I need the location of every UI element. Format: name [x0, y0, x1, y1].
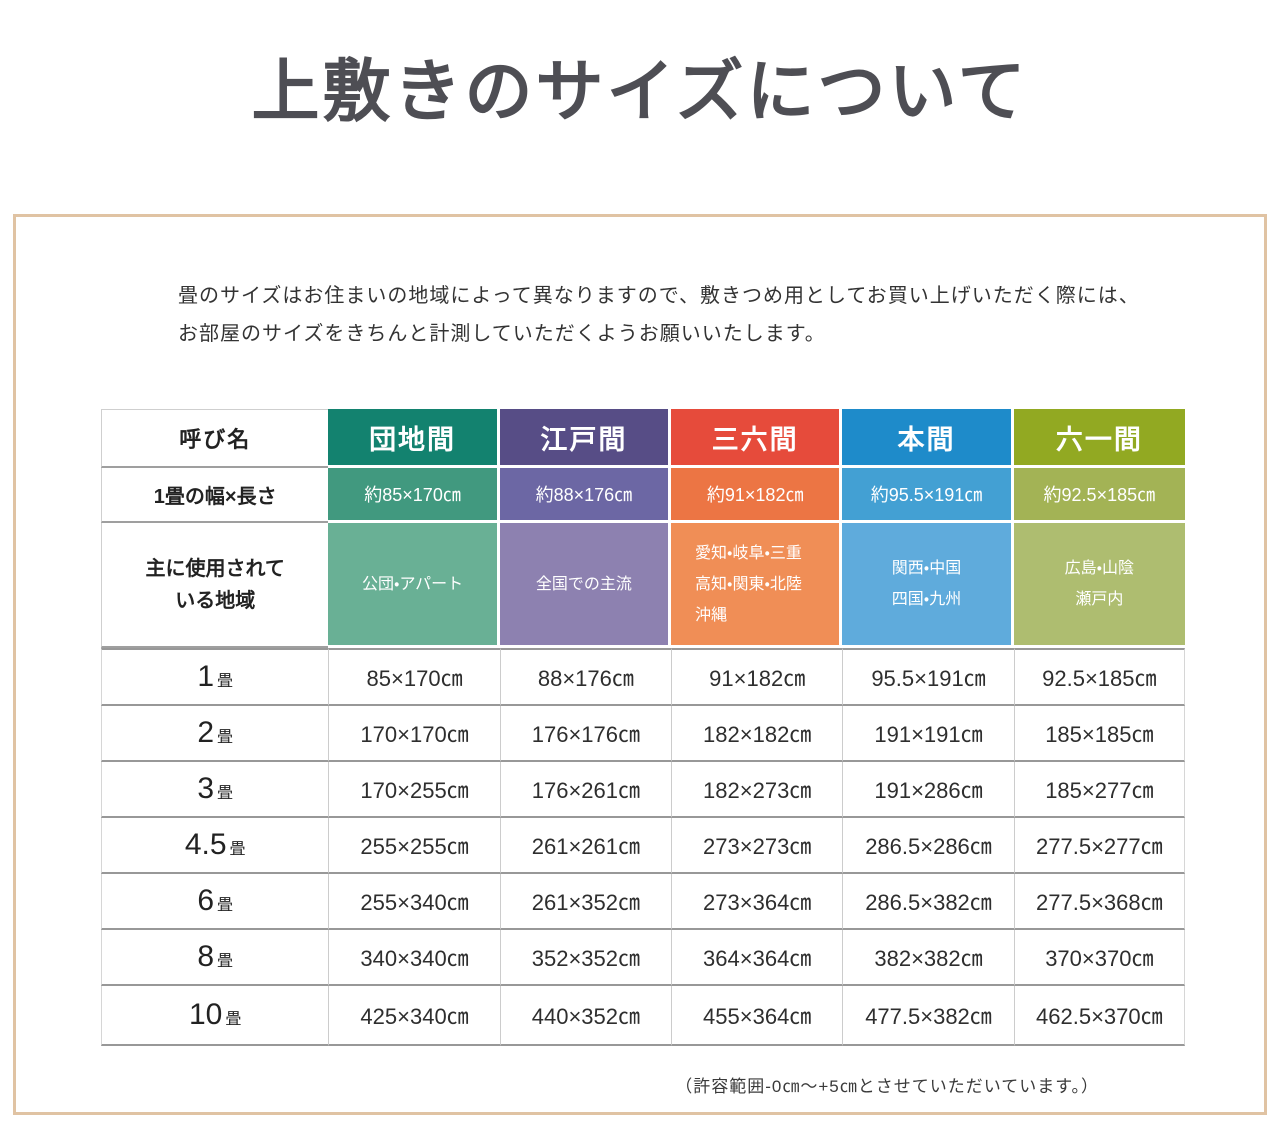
- size-value-cell: 370×370㎝: [1013, 930, 1185, 986]
- size-row-4-5jo: 4.5 畳 255×255㎝ 261×261㎝ 273×273㎝ 286.5×28…: [101, 818, 1185, 874]
- col-header-sanrokuma: 三六間: [671, 409, 843, 468]
- one-mat-size-label: 1畳の幅×長さ: [101, 468, 329, 523]
- size-value-cell: 185×185㎝: [1013, 706, 1185, 762]
- size-value-cell: 352×352㎝: [499, 930, 672, 986]
- col-header-danchima: 団地間: [328, 409, 500, 468]
- region-cell-edoma: 全国での主流: [499, 523, 672, 648]
- size-value-cell: 92.5×185㎝: [1013, 648, 1185, 706]
- intro-text: 畳のサイズはお住まいの地域によって異なりますので、敷きつめ用としてお買い上げいた…: [178, 277, 1264, 353]
- size-value-cell: 185×277㎝: [1013, 762, 1185, 818]
- one-mat-size-honma: 約95.5×191㎝: [842, 468, 1014, 523]
- region-row: 主に使用されて いる地域 公団・アパート 全国での主流 愛知・岐阜・三重 高知・…: [101, 523, 1185, 648]
- one-mat-size-rokuichima: 約92.5×185㎝: [1013, 468, 1185, 523]
- col-header-honma: 本間: [842, 409, 1014, 468]
- region-line: 高知・関東・北陸: [695, 575, 802, 593]
- one-mat-size-row: 1畳の幅×長さ 約85×170㎝ 約88×176㎝ 約91×182㎝ 約95.5…: [101, 468, 1185, 523]
- region-cell-honma: 関西・中国 四国・九州: [842, 523, 1014, 648]
- size-value-cell: 425×340㎝: [328, 986, 500, 1046]
- one-mat-size-sanrokuma: 約91×182㎝: [671, 468, 843, 523]
- region-line: 公団・アパート: [362, 575, 464, 593]
- size-value-cell: 286.5×286㎝: [842, 818, 1014, 874]
- region-line: 沖縄: [695, 606, 728, 624]
- size-value-cell: 286.5×382㎝: [842, 874, 1014, 930]
- size-value-cell: 176×176㎝: [499, 706, 672, 762]
- size-value-cell: 191×191㎝: [842, 706, 1014, 762]
- size-value-cell: 364×364㎝: [671, 930, 843, 986]
- region-line: 広島・山陰: [1064, 560, 1135, 577]
- region-label-line-1: 主に使用されて: [145, 557, 285, 580]
- intro-line-1: 畳のサイズはお住まいの地域によって異なりますので、敷きつめ用としてお買い上げいた…: [178, 285, 1140, 307]
- region-line: 全国での主流: [535, 575, 632, 593]
- one-mat-size-edoma: 約88×176㎝: [499, 468, 672, 523]
- size-value-cell: 440×352㎝: [499, 986, 672, 1046]
- size-value-cell: 91×182㎝: [671, 648, 843, 706]
- region-cell-danchima: 公団・アパート: [328, 523, 500, 648]
- size-value-cell: 176×261㎝: [499, 762, 672, 818]
- size-value-cell: 88×176㎝: [499, 648, 672, 706]
- size-value-cell: 462.5×370㎝: [1013, 986, 1185, 1046]
- size-value-cell: 273×273㎝: [671, 818, 843, 874]
- col-header-rokuichima: 六一間: [1013, 409, 1185, 468]
- region-cell-rokuichima: 広島・山陰 瀬戸内: [1013, 523, 1185, 648]
- size-value-cell: 455×364㎝: [671, 986, 843, 1046]
- tolerance-note: （許容範囲-0㎝〜+5㎝とさせていただいています。）: [675, 1077, 1099, 1096]
- size-value-cell: 95.5×191㎝: [842, 648, 1014, 706]
- region-row-label: 主に使用されて いる地域: [101, 523, 329, 648]
- size-value-cell: 85×170㎝: [328, 648, 500, 706]
- row-label-10jo: 10 畳: [101, 986, 329, 1046]
- tatami-size-table: 呼び名 団地間 江戸間 三六間 本間 六一間 1畳の幅×長さ 約85×170㎝ …: [101, 409, 1185, 1046]
- region-line: 関西・中国: [891, 560, 962, 577]
- size-value-cell: 191×286㎝: [842, 762, 1014, 818]
- size-value-cell: 477.5×382㎝: [842, 986, 1014, 1046]
- size-value-cell: 340×340㎝: [328, 930, 500, 986]
- size-value-cell: 255×340㎝: [328, 874, 500, 930]
- intro-line-2: お部屋のサイズをきちんと計測していただくようお願いいたします。: [178, 323, 826, 345]
- region-line: 瀬戸内: [1075, 591, 1124, 608]
- size-value-cell: 170×255㎝: [328, 762, 500, 818]
- corner-header: 呼び名: [101, 409, 329, 468]
- region-cell-sanrokuma: 愛知・岐阜・三重 高知・関東・北陸 沖縄: [671, 523, 843, 648]
- content-box: 畳のサイズはお住まいの地域によって異なりますので、敷きつめ用としてお買い上げいた…: [13, 214, 1267, 1115]
- row-label-4-5jo: 4.5 畳: [101, 818, 329, 874]
- size-value-cell: 277.5×368㎝: [1013, 874, 1185, 930]
- page-title: 上敷きのサイズについて: [251, 54, 1029, 130]
- size-value-cell: 170×170㎝: [328, 706, 500, 762]
- one-mat-size-danchima: 約85×170㎝: [328, 468, 500, 523]
- header-row: 呼び名 団地間 江戸間 三六間 本間 六一間: [101, 409, 1185, 468]
- size-value-cell: 277.5×277㎝: [1013, 818, 1185, 874]
- region-label-line-2: いる地域: [175, 589, 256, 612]
- region-line: 四国・九州: [891, 591, 962, 608]
- col-header-edoma: 江戸間: [499, 409, 672, 468]
- size-value-cell: 273×364㎝: [671, 874, 843, 930]
- size-value-cell: 261×352㎝: [499, 874, 672, 930]
- size-value-cell: 182×182㎝: [671, 706, 843, 762]
- size-row-10jo: 10 畳 425×340㎝ 440×352㎝ 455×364㎝ 477.5×382…: [101, 986, 1185, 1046]
- size-value-cell: 182×273㎝: [671, 762, 843, 818]
- size-value-cell: 382×382㎝: [842, 930, 1014, 986]
- size-value-cell: 255×255㎝: [328, 818, 500, 874]
- size-value-cell: 261×261㎝: [499, 818, 672, 874]
- region-line: 愛知・岐阜・三重: [695, 544, 802, 562]
